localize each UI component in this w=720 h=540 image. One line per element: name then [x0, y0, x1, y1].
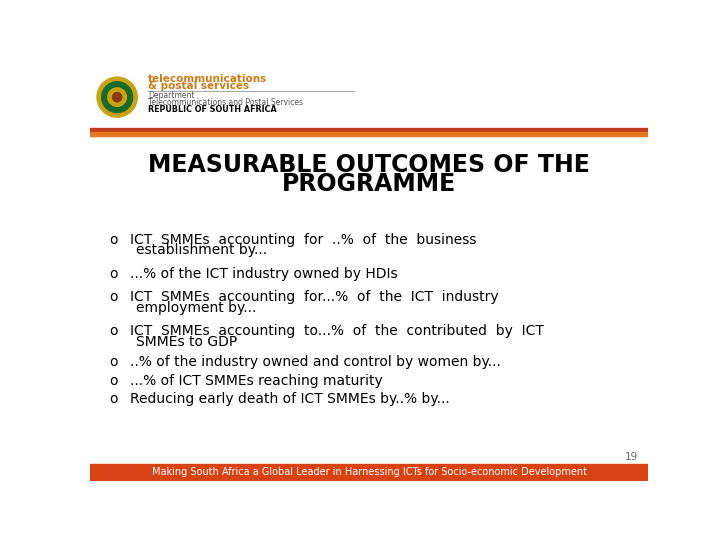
Text: employment by...: employment by... [137, 301, 257, 315]
Text: establishment by...: establishment by... [137, 244, 268, 258]
Text: ...% of ICT SMMEs reaching maturity: ...% of ICT SMMEs reaching maturity [130, 374, 383, 388]
Bar [90, 132, 648, 136]
Text: o: o [109, 374, 117, 388]
Text: 19: 19 [625, 453, 638, 462]
Bar [90, 128, 648, 132]
Circle shape [97, 77, 138, 117]
Text: REPUBLIC OF SOUTH AFRICA: REPUBLIC OF SOUTH AFRICA [148, 105, 277, 114]
Text: ICT  SMMEs  accounting  for  ..%  of  the  business: ICT SMMEs accounting for ..% of the busi… [130, 233, 477, 247]
Text: o: o [109, 291, 117, 305]
Text: o: o [109, 325, 117, 338]
Text: SMMEs to GDP: SMMEs to GDP [137, 335, 238, 349]
Ellipse shape [126, 85, 136, 102]
Text: PROGRAMME: PROGRAMME [282, 172, 456, 196]
Text: o: o [109, 355, 117, 369]
Circle shape [108, 88, 127, 106]
Text: Reducing early death of ICT SMMEs by..% by...: Reducing early death of ICT SMMEs by..% … [130, 392, 450, 406]
Text: ICT  SMMEs  accounting  for...%  of  the  ICT  industry: ICT SMMEs accounting for...% of the ICT … [130, 291, 499, 305]
Bar [90, 65, 648, 128]
Text: o: o [109, 233, 117, 247]
Text: o: o [109, 392, 117, 406]
Text: telecommunications: telecommunications [148, 73, 267, 84]
Text: ...% of the ICT industry owned by HDIs: ...% of the ICT industry owned by HDIs [130, 267, 398, 281]
Ellipse shape [98, 85, 109, 102]
Text: ICT  SMMEs  accounting  to...%  of  the  contributed  by  ICT: ICT SMMEs accounting to...% of the contr… [130, 325, 544, 338]
Text: & postal services: & postal services [148, 82, 249, 91]
Circle shape [102, 82, 132, 112]
Text: ..% of the industry owned and control by women by...: ..% of the industry owned and control by… [130, 355, 501, 369]
Text: Telecommunications and Postal Services: Telecommunications and Postal Services [148, 98, 303, 107]
Text: Making South Africa a Global Leader in Harnessing ICTs for Socio-economic Develo: Making South Africa a Global Leader in H… [151, 467, 587, 477]
Text: Department: Department [148, 91, 194, 100]
Bar [90, 464, 648, 481]
Circle shape [112, 92, 122, 102]
Text: o: o [109, 267, 117, 281]
Text: MEASURABLE OUTCOMES OF THE: MEASURABLE OUTCOMES OF THE [148, 153, 590, 177]
